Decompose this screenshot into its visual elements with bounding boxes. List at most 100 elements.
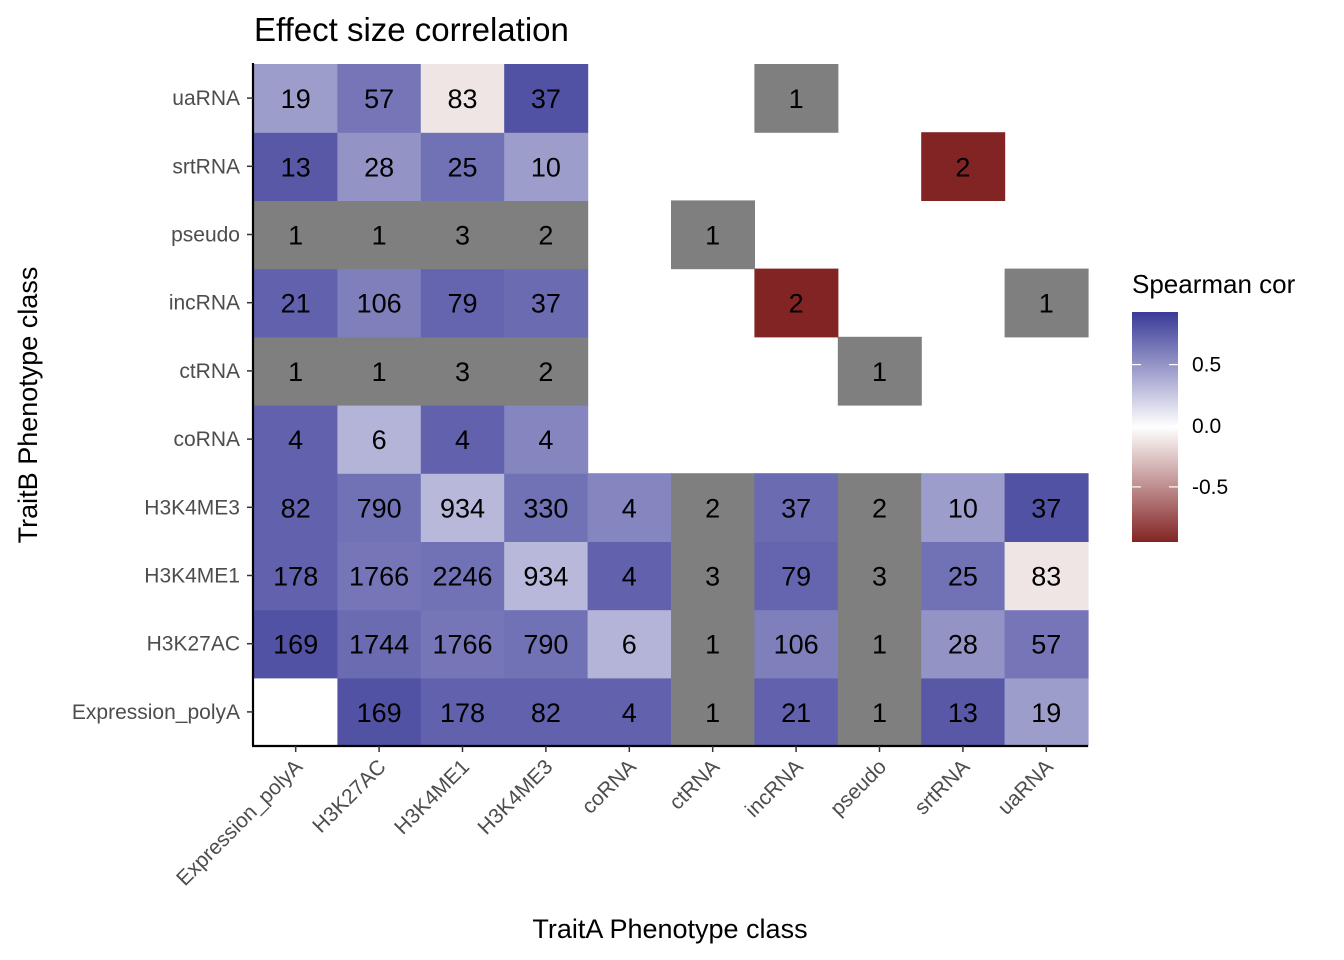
cell-value-label: 3 bbox=[455, 221, 470, 251]
cell-value-label: 28 bbox=[364, 152, 394, 182]
cell-value-label: 4 bbox=[538, 425, 553, 455]
legend-tick-label: -0.5 bbox=[1192, 476, 1228, 499]
cell-value-label: 1 bbox=[705, 221, 720, 251]
cell-value-label: 1 bbox=[872, 357, 887, 387]
heatmap-cell bbox=[1004, 677, 1089, 747]
heatmap-cell bbox=[337, 609, 422, 679]
heatmap-cell bbox=[921, 677, 1006, 747]
cell-value-label: 169 bbox=[357, 698, 402, 728]
cell-value-label: 790 bbox=[357, 493, 402, 523]
chart-title: Effect size correlation bbox=[254, 11, 569, 48]
y-tick-label: Expression_polyA bbox=[72, 701, 240, 724]
cell-value-label: 83 bbox=[447, 84, 477, 114]
heatmap-cell bbox=[254, 64, 338, 133]
heatmap-cell bbox=[671, 677, 755, 747]
legend-tick-label: 0.0 bbox=[1192, 415, 1221, 438]
heatmap-cell bbox=[337, 200, 422, 270]
heatmap-cell bbox=[504, 200, 589, 270]
heatmap-cell bbox=[420, 541, 505, 611]
cell-value-label: 82 bbox=[531, 698, 561, 728]
heatmap-cell bbox=[504, 473, 589, 542]
cell-value-label: 57 bbox=[1031, 630, 1061, 660]
heatmap-cell bbox=[1004, 609, 1089, 679]
heatmap-cell bbox=[337, 473, 422, 542]
cell-value-label: 1 bbox=[872, 630, 887, 660]
cell-value-label: 25 bbox=[948, 562, 978, 592]
cell-value-label: 25 bbox=[447, 152, 477, 182]
x-tick-label: incRNA bbox=[741, 755, 808, 822]
heatmap-cell bbox=[337, 336, 422, 406]
legend-ticks: 0.5 0.0 -0.5 bbox=[1132, 354, 1228, 499]
cell-value-label: 106 bbox=[774, 630, 819, 660]
heatmap-cell bbox=[1004, 473, 1089, 542]
heatmap-cell bbox=[504, 405, 589, 474]
cell-value-label: 1766 bbox=[349, 562, 409, 592]
heatmap-cell bbox=[337, 405, 422, 474]
x-axis-title: TraitA Phenotype class bbox=[532, 914, 807, 944]
heatmap-cell bbox=[754, 268, 839, 338]
cell-value-label: 21 bbox=[781, 698, 811, 728]
heatmap-cell bbox=[254, 132, 338, 201]
legend: Spearman cor 0.5 0.0 -0.5 bbox=[1132, 269, 1296, 542]
cell-value-label: 37 bbox=[781, 493, 811, 523]
cell-value-label: 13 bbox=[281, 152, 311, 182]
heatmap-cell bbox=[420, 64, 505, 133]
cell-value-label: 1 bbox=[872, 698, 887, 728]
cell-value-label: 6 bbox=[622, 630, 637, 660]
cell-value-label: 1 bbox=[372, 357, 387, 387]
x-tick-label: uaRNA bbox=[994, 755, 1058, 819]
heatmap-cell bbox=[504, 132, 589, 201]
y-tick-label: H3K4ME3 bbox=[144, 496, 240, 519]
cell-value-label: 79 bbox=[781, 562, 811, 592]
cell-value-label: 28 bbox=[948, 630, 978, 660]
y-tick-label: H3K4ME1 bbox=[144, 565, 240, 588]
heatmap-cell bbox=[921, 473, 1006, 542]
cell-value-label: 2 bbox=[538, 221, 553, 251]
x-tick-label: H3K27AC bbox=[308, 755, 390, 837]
heatmap-cell bbox=[587, 677, 672, 747]
cell-value-label: 1766 bbox=[432, 630, 492, 660]
heatmap-cell bbox=[837, 677, 922, 747]
cell-value-label: 1 bbox=[705, 630, 720, 660]
cell-value-label: 21 bbox=[281, 289, 311, 319]
heatmap-cell bbox=[254, 336, 338, 406]
cell-value-label: 1 bbox=[288, 221, 303, 251]
x-tick-label: pseudo bbox=[826, 755, 891, 820]
heatmap-cell bbox=[337, 541, 422, 611]
heatmap-cell bbox=[420, 336, 505, 406]
heatmap-cell bbox=[420, 132, 505, 201]
cell-value-label: 82 bbox=[281, 493, 311, 523]
heatmap-cell bbox=[921, 541, 1006, 611]
heatmap-cell bbox=[254, 473, 338, 542]
y-axis-title: TraitB Phenotype class bbox=[13, 267, 43, 544]
heatmap-cell bbox=[420, 677, 505, 747]
cell-value-label: 790 bbox=[523, 630, 568, 660]
cell-value-label: 3 bbox=[705, 562, 720, 592]
heatmap-cell bbox=[671, 609, 755, 679]
heatmap-cell bbox=[254, 541, 338, 611]
heatmap-cell bbox=[587, 609, 672, 679]
heatmap-cell bbox=[420, 405, 505, 474]
y-tick-label: uaRNA bbox=[172, 87, 240, 110]
legend-title: Spearman cor bbox=[1132, 269, 1296, 299]
x-axis-ticks: Expression_polyA H3K27AC H3K4ME1 H3K4ME3 coR… bbox=[172, 746, 1058, 890]
cell-value-label: 169 bbox=[273, 630, 318, 660]
x-tick-label: Expression_polyA bbox=[172, 755, 307, 890]
cell-value-label: 2 bbox=[955, 152, 970, 182]
x-tick-label: srtRNA bbox=[910, 755, 974, 819]
cell-value-label: 1 bbox=[1039, 289, 1054, 319]
cell-value-label: 19 bbox=[281, 84, 311, 114]
y-tick-label: coRNA bbox=[173, 428, 240, 451]
heatmap-cell bbox=[754, 677, 839, 747]
cell-value-label: 10 bbox=[948, 493, 978, 523]
cell-value-label: 1 bbox=[705, 698, 720, 728]
heatmap-cell bbox=[504, 336, 589, 406]
heatmap-cell bbox=[671, 541, 755, 611]
heatmap-cell bbox=[420, 473, 505, 542]
y-tick-label: pseudo bbox=[171, 224, 240, 247]
heatmap-cells bbox=[254, 64, 1089, 747]
heatmap-cell bbox=[504, 677, 589, 747]
heatmap-cell bbox=[1004, 268, 1089, 338]
heatmap-cell bbox=[754, 64, 839, 133]
